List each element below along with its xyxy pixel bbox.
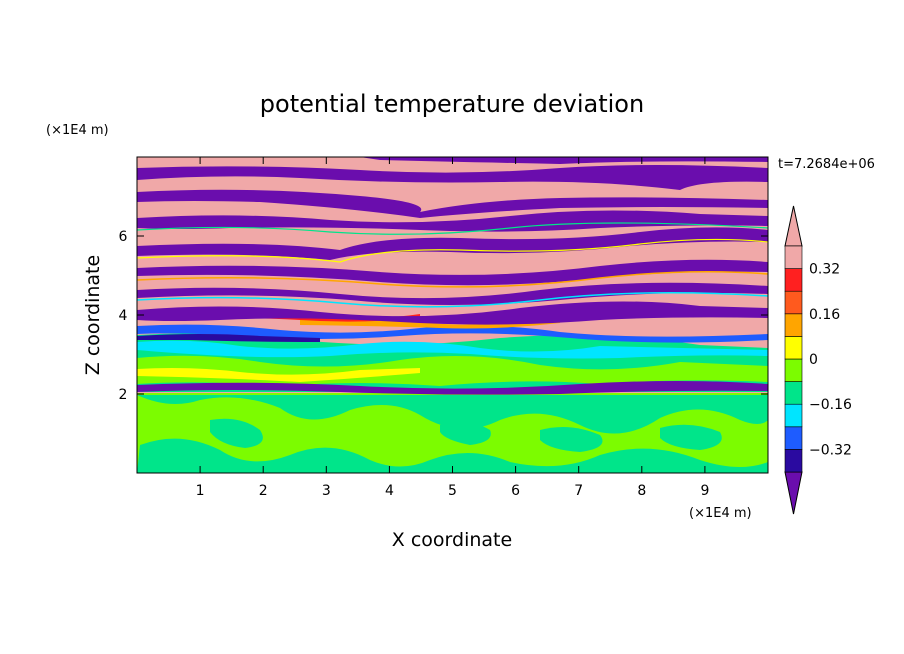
x-tick-label: 4 (385, 483, 394, 499)
colorbar-swatch (784, 358, 803, 382)
chart-title: potential temperature deviation (260, 90, 644, 118)
cold-band (137, 334, 320, 342)
colorbar-swatch (784, 381, 803, 405)
x-tick-label: 3 (322, 483, 331, 499)
mixing-band (137, 368, 420, 382)
colorbar-swatch (784, 426, 803, 450)
cold-band (137, 282, 768, 305)
cold-band (137, 301, 768, 325)
colorbar-swatch (784, 245, 803, 269)
y-tick-label: 2 (119, 387, 128, 403)
colorbar: 0.32 0.16 0 −0.16 −0.32 (784, 205, 852, 515)
y-units-label: (×1E4 m) (46, 123, 109, 138)
teal-blob (660, 424, 722, 450)
colorbar-swatch (784, 336, 803, 360)
x-units-label: (×1E4 m) (689, 506, 752, 521)
x-tick-label: 1 (196, 483, 205, 499)
cold-band (137, 381, 768, 395)
cold-band (137, 210, 768, 232)
contour-field (137, 157, 768, 473)
cold-band (360, 157, 768, 164)
x-tick-label: 5 (448, 483, 457, 499)
interface-line (137, 292, 768, 308)
x-tick-label: 6 (511, 483, 520, 499)
interface-line (137, 222, 768, 235)
colorbar-label: 0.16 (809, 307, 840, 323)
x-tick-label: 8 (637, 483, 646, 499)
colorbar-swatch (784, 290, 803, 315)
mixing-band (137, 340, 768, 359)
colorbar-label: 0.32 (809, 262, 840, 278)
interface-line (137, 238, 768, 263)
colorbar-extend-low (784, 471, 803, 515)
x-tick-label: 9 (700, 483, 709, 499)
colorbar-extend-high (784, 205, 803, 247)
x-tick-label: 2 (259, 483, 268, 499)
colorbar-swatch (784, 313, 803, 337)
x-axis-label: X coordinate (392, 529, 512, 551)
colorbar-label: 0 (809, 352, 818, 368)
teal-blob (210, 418, 263, 448)
colorbar-label: −0.32 (809, 442, 852, 458)
colorbar-swatch (784, 449, 803, 473)
cold-band (137, 227, 768, 260)
colorbar-label: −0.16 (809, 397, 852, 413)
y-tick-label: 6 (119, 229, 128, 245)
cold-band (137, 259, 768, 286)
time-label: t=7.2684e+06 (778, 157, 875, 172)
colorbar-swatch (784, 268, 803, 292)
teal-blob (137, 395, 768, 434)
x-tick-label: 7 (574, 483, 583, 499)
colorbar-swatch (784, 403, 803, 428)
teal-blob (440, 422, 491, 445)
y-tick-label: 4 (119, 308, 128, 324)
cold-band (137, 165, 768, 190)
cold-band (137, 189, 768, 218)
interface-line (137, 271, 768, 288)
teal-blob (540, 426, 603, 452)
x-axis: 1 2 3 4 5 6 7 8 9 (196, 157, 709, 499)
teal-blob (137, 438, 768, 473)
y-axis-label: Z coordinate (82, 255, 104, 375)
y-axis: 2 4 6 (119, 229, 768, 403)
